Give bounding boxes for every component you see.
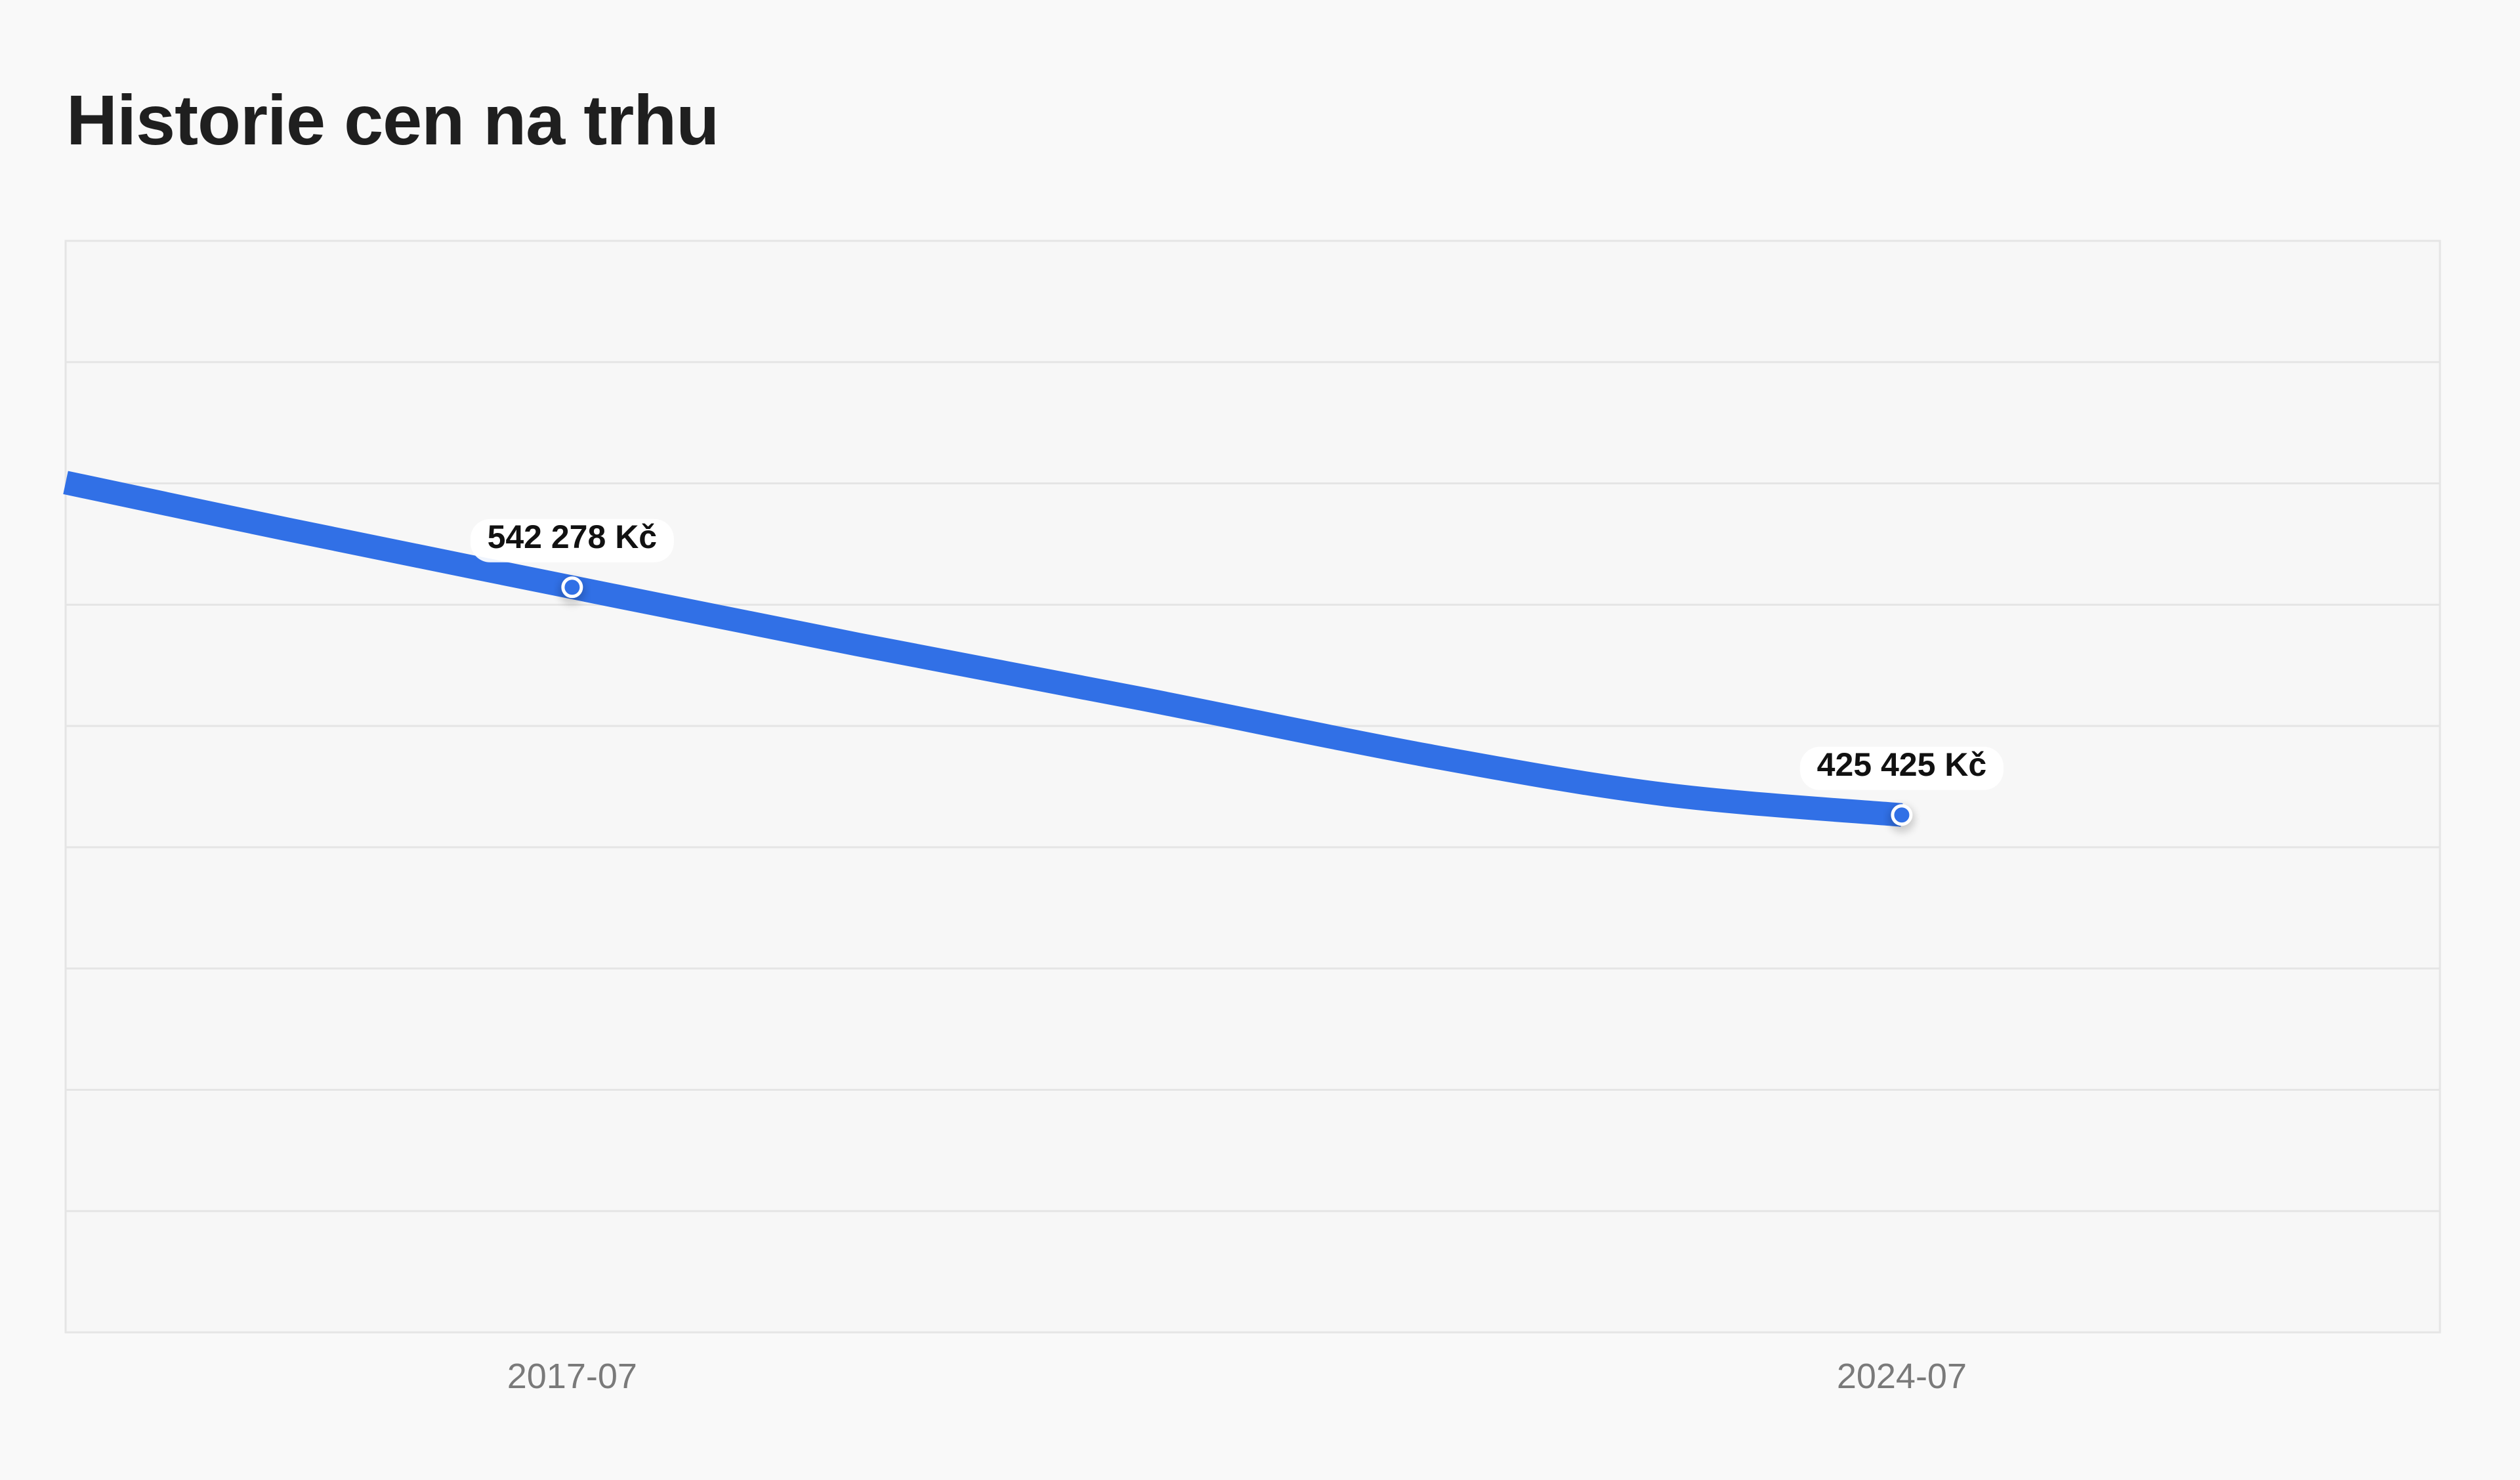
data-point[interactable] [1891,804,1913,826]
series-line [63,471,1903,827]
data-label: 542 278 Kč [488,518,658,555]
data-label-bg [1799,746,2004,790]
data-label: 425 425 Kč [1817,746,1987,783]
x-tick-label: 2024-07 [1837,1357,1967,1396]
plot-area [64,240,2441,1334]
data-label-bg [470,518,674,562]
page-title: Historie cen na trhu [66,80,719,159]
x-tick-label: 2017-07 [507,1357,637,1396]
data-point[interactable] [561,576,583,599]
